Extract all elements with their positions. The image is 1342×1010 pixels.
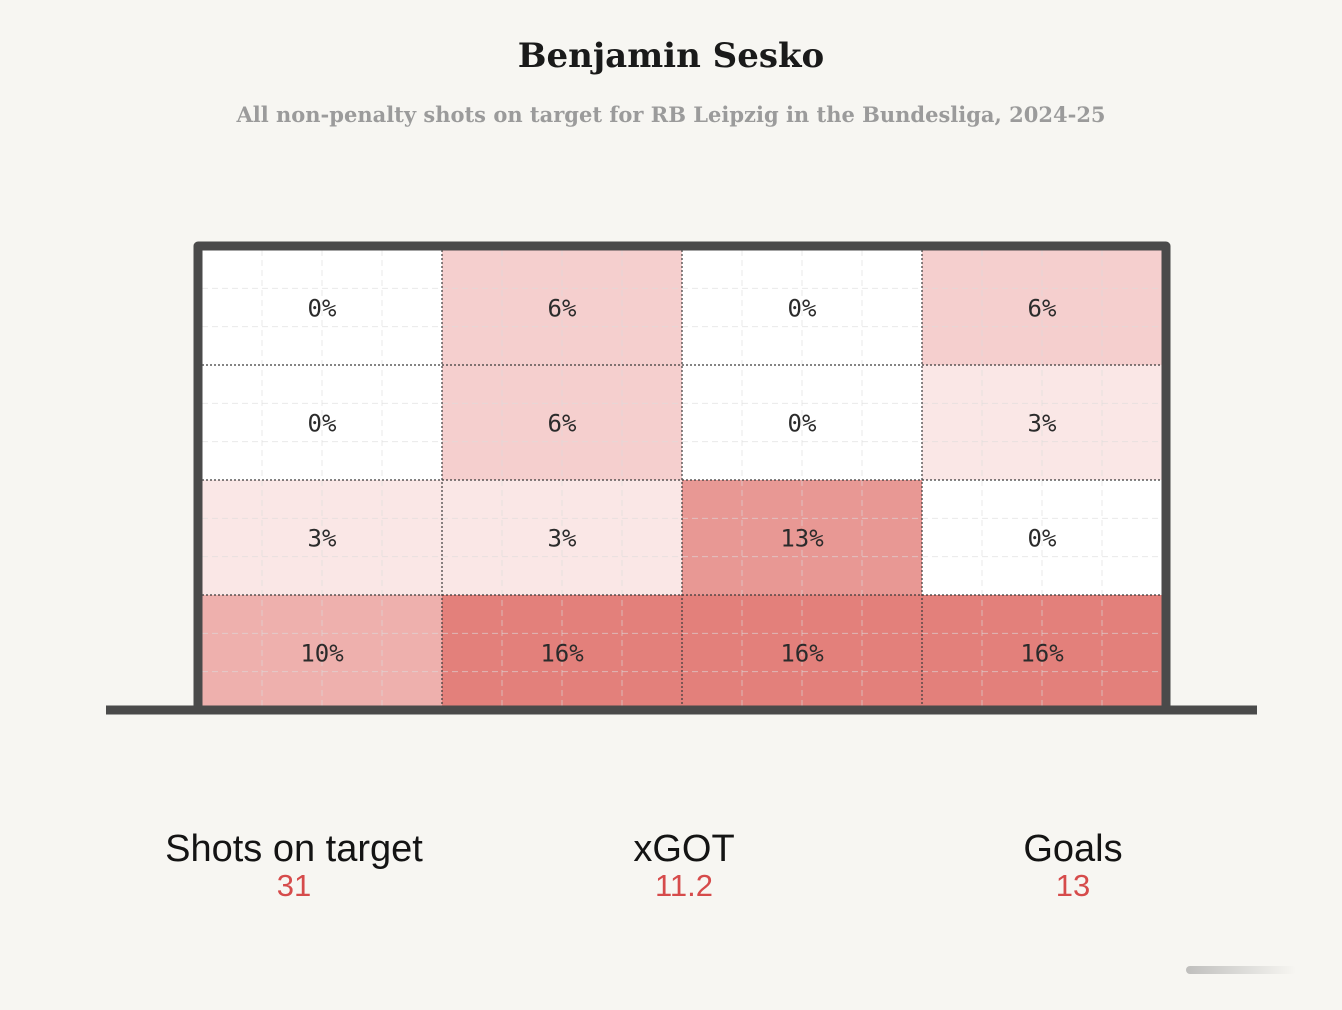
cell-value-label: 0% [788, 295, 817, 323]
stat-xgot-value: 11.2 [654, 868, 714, 903]
stat-shots-on-target: Shots on target 31 [114, 828, 474, 902]
cell-value-label: 0% [788, 410, 817, 438]
cell-value-label: 6% [548, 410, 577, 438]
cell-value-label: 0% [1028, 525, 1057, 553]
cell-value-label: 6% [1028, 295, 1057, 323]
stat-goals-value: 13 [1055, 868, 1091, 903]
cell-value-label: 10% [300, 640, 344, 668]
stat-xgot: xGOT 11.2 [504, 828, 864, 902]
stat-xgot-label: xGOT [633, 828, 735, 870]
cell-value-label: 3% [548, 525, 577, 553]
watermark-mark [1186, 966, 1296, 974]
stat-shots-label: Shots on target [165, 828, 423, 870]
chart-subtitle: All non-penalty shots on target for RB L… [236, 102, 1106, 127]
cell-value-label: 3% [308, 525, 337, 553]
cell-value-label: 13% [780, 525, 824, 553]
stat-shots-value: 31 [276, 868, 312, 903]
cell-value-label: 16% [1020, 640, 1064, 668]
cell-value-label: 0% [308, 295, 337, 323]
cell-value-label: 16% [780, 640, 824, 668]
chart-title: Benjamin Sesko [517, 36, 825, 76]
cell-value-label: 16% [540, 640, 584, 668]
stat-goals-label: Goals [1023, 828, 1123, 870]
stat-goals: Goals 13 [893, 828, 1253, 902]
goal-frame [193, 241, 1171, 714]
cell-value-label: 6% [548, 295, 577, 323]
cell-value-label: 0% [308, 410, 337, 438]
cell-value-label: 3% [1028, 410, 1057, 438]
